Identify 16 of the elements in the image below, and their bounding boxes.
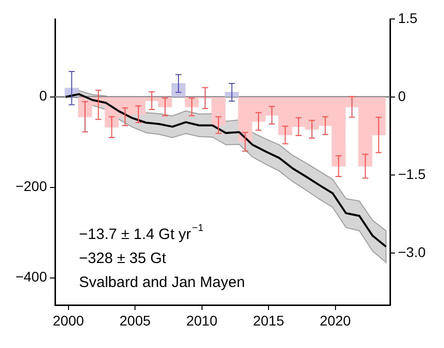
x-tick-label: 2015 (252, 312, 284, 328)
y-tick-label: 0 (39, 88, 48, 104)
y-tick-label: −400 (15, 268, 48, 285)
y2-tick-label: 0 (398, 88, 406, 104)
bar (171, 83, 186, 97)
x-tick-label: 2005 (120, 312, 151, 328)
annotation: Svalbard and Jan Mayen (79, 274, 245, 291)
y2-tick-label: −3.0 (398, 244, 426, 260)
y-tick-label: −200 (15, 178, 48, 194)
annotation: −328 ± 35 Gt (79, 250, 167, 267)
x-tick-label: 2000 (52, 312, 84, 328)
y2-tick-label: −1.5 (398, 166, 426, 182)
x-tick-label: 2010 (186, 312, 218, 328)
bar (224, 92, 239, 97)
y2-tick-label: 1.5 (398, 10, 418, 26)
x-tick-label: 2020 (320, 312, 352, 328)
